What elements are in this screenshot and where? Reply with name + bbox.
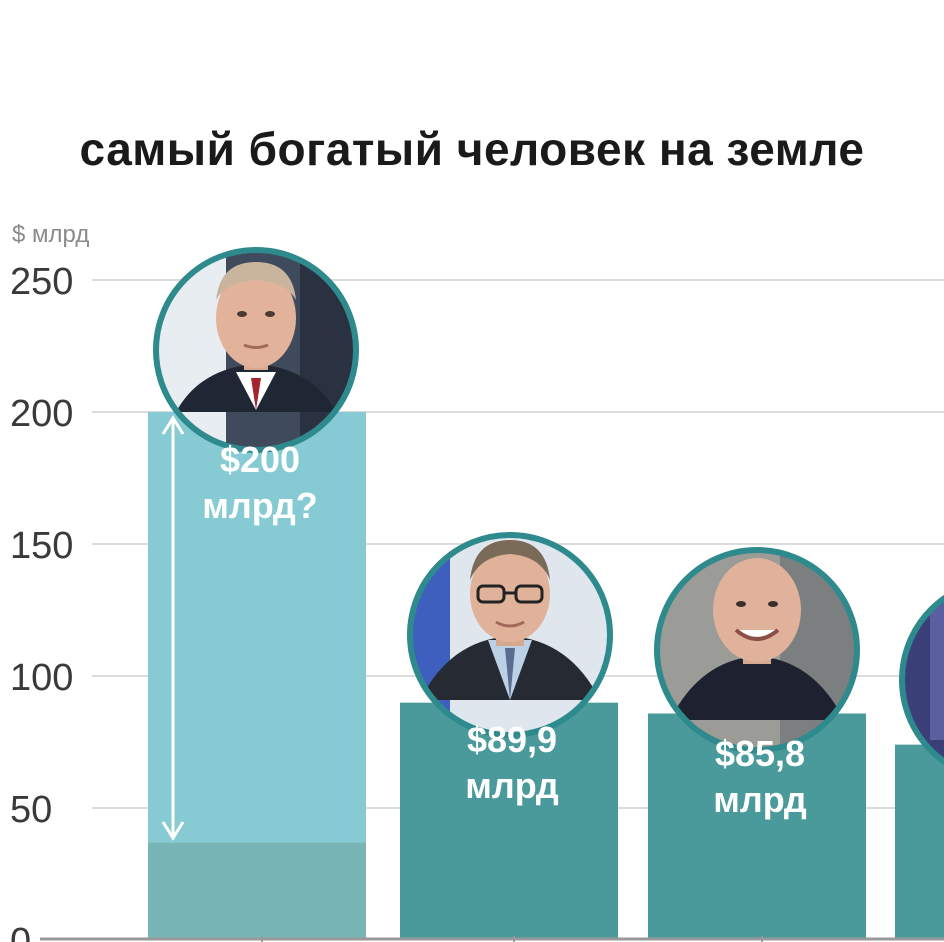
y-tick-label: 200 bbox=[10, 393, 73, 435]
bar-value-label: $89,9 bbox=[467, 719, 557, 760]
y-tick-label: 50 bbox=[10, 789, 52, 831]
bar-value-label: $200 bbox=[220, 439, 300, 480]
y-tick-label: 100 bbox=[10, 657, 73, 699]
bar-value-label: млрд? bbox=[202, 485, 317, 526]
range-arrow bbox=[161, 415, 185, 841]
bar-4 bbox=[895, 744, 944, 940]
bar-value-label: млрд bbox=[713, 779, 807, 820]
chart-title: самый богатый человек на земле bbox=[79, 123, 865, 175]
portrait-avatar-1 bbox=[153, 247, 359, 453]
y-tick-label: 250 bbox=[10, 261, 73, 303]
portrait-avatar-2 bbox=[407, 532, 613, 738]
bar-1-estimated bbox=[148, 412, 366, 843]
y-axis-unit-label: $ млрд bbox=[12, 221, 90, 248]
bar-value-label: $85,8 bbox=[715, 733, 805, 774]
bar-2 bbox=[400, 702, 618, 940]
portrait-avatar-3 bbox=[654, 547, 860, 753]
y-tick-label: 150 bbox=[10, 525, 73, 567]
bar-value-label: млрд bbox=[465, 765, 559, 806]
bar-1-confirmed bbox=[148, 842, 366, 940]
y-tick-label: 0 bbox=[10, 921, 31, 942]
